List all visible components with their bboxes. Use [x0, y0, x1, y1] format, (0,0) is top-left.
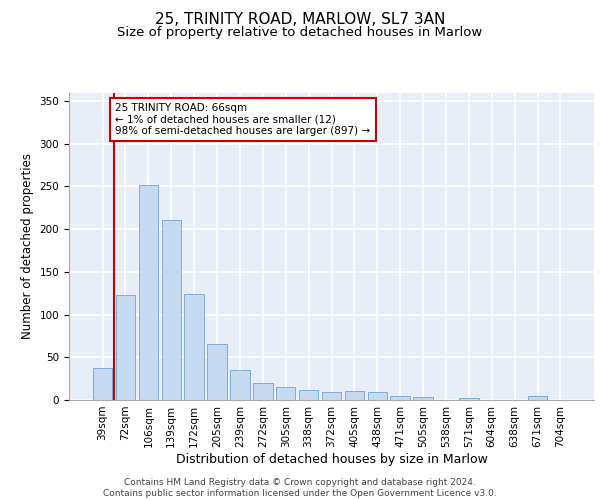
Bar: [253, 383, 272, 400]
Bar: [184, 294, 204, 400]
Text: Contains HM Land Registry data © Crown copyright and database right 2024.
Contai: Contains HM Land Registry data © Crown c…: [103, 478, 497, 498]
Bar: [139, 184, 158, 400]
Text: 25 TRINITY ROAD: 66sqm
← 1% of detached houses are smaller (12)
98% of semi-deta: 25 TRINITY ROAD: 66sqm ← 1% of detached …: [115, 103, 370, 136]
Bar: [208, 344, 227, 400]
Text: 25, TRINITY ROAD, MARLOW, SL7 3AN: 25, TRINITY ROAD, MARLOW, SL7 3AN: [155, 12, 445, 28]
Bar: [322, 392, 341, 400]
Bar: [344, 392, 364, 400]
Bar: [299, 390, 319, 400]
X-axis label: Distribution of detached houses by size in Marlow: Distribution of detached houses by size …: [176, 452, 487, 466]
Text: Size of property relative to detached houses in Marlow: Size of property relative to detached ho…: [118, 26, 482, 39]
Bar: [391, 396, 410, 400]
Y-axis label: Number of detached properties: Number of detached properties: [21, 153, 34, 339]
Bar: [276, 387, 295, 400]
Bar: [93, 368, 112, 400]
Bar: [413, 398, 433, 400]
Bar: [230, 370, 250, 400]
Bar: [116, 295, 135, 400]
Bar: [528, 396, 547, 400]
Bar: [459, 398, 479, 400]
Bar: [368, 392, 387, 400]
Bar: [161, 220, 181, 400]
